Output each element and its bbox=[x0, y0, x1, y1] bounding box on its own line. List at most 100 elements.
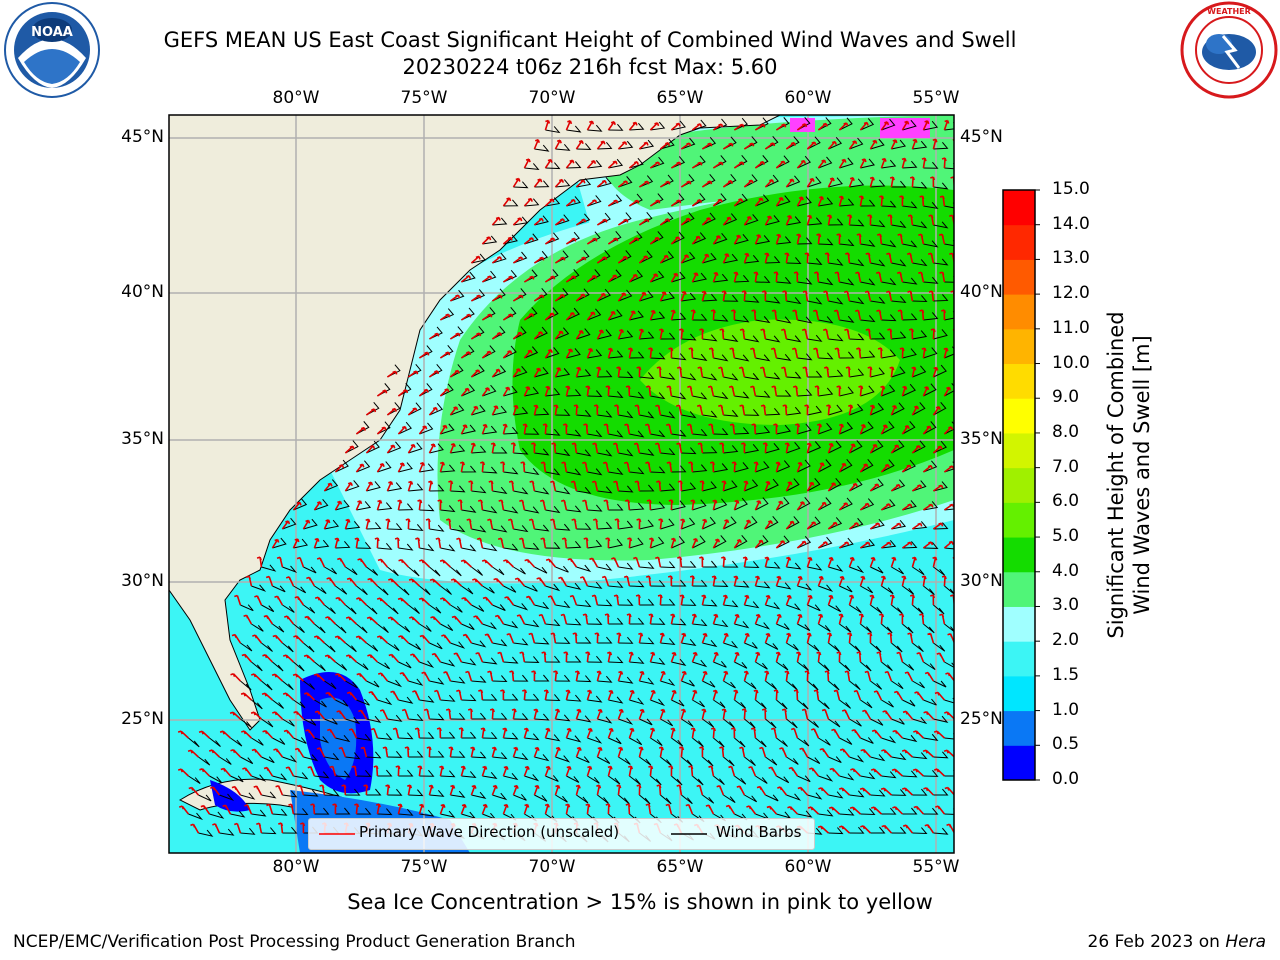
wind-barb bbox=[891, 366, 906, 378]
wave-arrow bbox=[491, 746, 497, 758]
wind-barb bbox=[482, 506, 498, 514]
wave-arrow bbox=[875, 271, 883, 283]
wind-barb bbox=[387, 750, 403, 758]
wave-arrow bbox=[691, 123, 703, 131]
wave-arrow bbox=[346, 577, 358, 587]
wave-arrow bbox=[491, 368, 501, 378]
wave-arrow bbox=[261, 692, 273, 701]
wave-arrow bbox=[822, 328, 830, 340]
wave-arrow bbox=[668, 347, 674, 359]
wave-arrow bbox=[592, 518, 599, 530]
wave-arrow bbox=[487, 518, 494, 530]
wind-barb bbox=[692, 499, 707, 511]
wave-arrow bbox=[481, 559, 493, 568]
wind-barb bbox=[272, 661, 284, 672]
wave-arrow bbox=[188, 786, 200, 796]
wave-arrow bbox=[764, 215, 773, 226]
wind-barb bbox=[818, 459, 832, 473]
wind-barb bbox=[576, 756, 590, 764]
wave-arrow bbox=[607, 237, 619, 245]
wind-barb bbox=[776, 775, 790, 784]
wave-arrow bbox=[636, 518, 642, 530]
wave-arrow bbox=[208, 749, 220, 758]
wind-barb bbox=[398, 623, 411, 633]
wave-arrow bbox=[699, 328, 705, 339]
wave-arrow bbox=[512, 784, 519, 796]
wind-barb bbox=[587, 349, 603, 359]
wind-barb bbox=[933, 715, 949, 723]
wind-barb bbox=[219, 756, 232, 765]
wave-arrow bbox=[502, 236, 513, 245]
wind-barb bbox=[524, 307, 538, 321]
wave-arrow bbox=[439, 313, 451, 321]
wave-arrow bbox=[461, 596, 473, 606]
wind-barb bbox=[608, 467, 624, 475]
wave-arrow bbox=[481, 350, 492, 359]
wave-arrow bbox=[919, 195, 925, 207]
wind-barb bbox=[744, 516, 758, 530]
wave-arrow bbox=[503, 559, 514, 568]
wind-barb bbox=[650, 579, 666, 587]
wind-barb bbox=[251, 699, 263, 710]
wind-barb bbox=[450, 676, 466, 684]
wave-arrow bbox=[586, 120, 595, 131]
wind-barb bbox=[629, 617, 645, 625]
wind-barb bbox=[408, 524, 424, 531]
wave-arrow bbox=[775, 123, 787, 131]
wind-barb bbox=[902, 699, 916, 707]
wave-arrow bbox=[870, 768, 882, 777]
wave-arrow bbox=[814, 271, 820, 283]
wave-arrow bbox=[470, 294, 482, 302]
wind-barb bbox=[744, 373, 760, 381]
wave-arrow bbox=[451, 615, 463, 625]
wind-barb bbox=[314, 499, 329, 511]
wave-arrow bbox=[781, 366, 788, 378]
wind-barb bbox=[566, 468, 582, 476]
wind-barb bbox=[660, 638, 676, 646]
wave-arrow bbox=[864, 670, 872, 682]
wind-barb bbox=[188, 737, 200, 748]
wave-arrow bbox=[880, 121, 890, 131]
wave-arrow bbox=[512, 294, 524, 302]
wave-arrow bbox=[507, 518, 515, 530]
wave-arrow bbox=[848, 556, 855, 568]
wave-arrow bbox=[721, 556, 727, 568]
wind-barb bbox=[335, 807, 351, 815]
wind-barb bbox=[261, 756, 275, 764]
wave-arrow bbox=[827, 140, 837, 150]
wind-barb bbox=[419, 695, 435, 703]
wave-arrow bbox=[428, 784, 434, 796]
nws-logo-icon: WEATHER bbox=[1180, 1, 1278, 99]
wind-barb bbox=[755, 235, 771, 245]
wave-arrow bbox=[523, 158, 531, 169]
wind-barb bbox=[744, 409, 760, 416]
wave-arrow bbox=[230, 749, 241, 758]
wave-arrow bbox=[831, 728, 841, 739]
wind-barb bbox=[954, 402, 966, 415]
wave-arrow bbox=[859, 541, 871, 549]
wind-barb bbox=[818, 584, 834, 592]
wave-arrow bbox=[880, 575, 887, 587]
wave-arrow bbox=[366, 616, 378, 625]
wave-arrow bbox=[733, 161, 745, 169]
wave-arrow bbox=[953, 375, 954, 377]
wind-barb bbox=[461, 271, 476, 283]
wave-arrow bbox=[914, 691, 925, 701]
wave-arrow bbox=[628, 237, 640, 245]
wave-arrow bbox=[762, 442, 768, 454]
wind-barb bbox=[713, 775, 725, 786]
wave-arrow bbox=[392, 727, 400, 739]
wave-arrow bbox=[554, 708, 561, 720]
wave-arrow bbox=[817, 501, 827, 511]
wind-barb bbox=[681, 447, 697, 455]
wind-barb bbox=[261, 642, 273, 652]
wind-barb bbox=[923, 733, 939, 741]
wave-arrow bbox=[198, 730, 210, 739]
wave-arrow bbox=[460, 765, 466, 777]
wind-barb bbox=[398, 421, 412, 435]
wind-barb bbox=[860, 385, 875, 397]
wind-barb bbox=[807, 136, 821, 150]
wave-arrow bbox=[719, 746, 725, 758]
wind-barb bbox=[471, 486, 487, 494]
wave-arrow bbox=[491, 216, 501, 226]
